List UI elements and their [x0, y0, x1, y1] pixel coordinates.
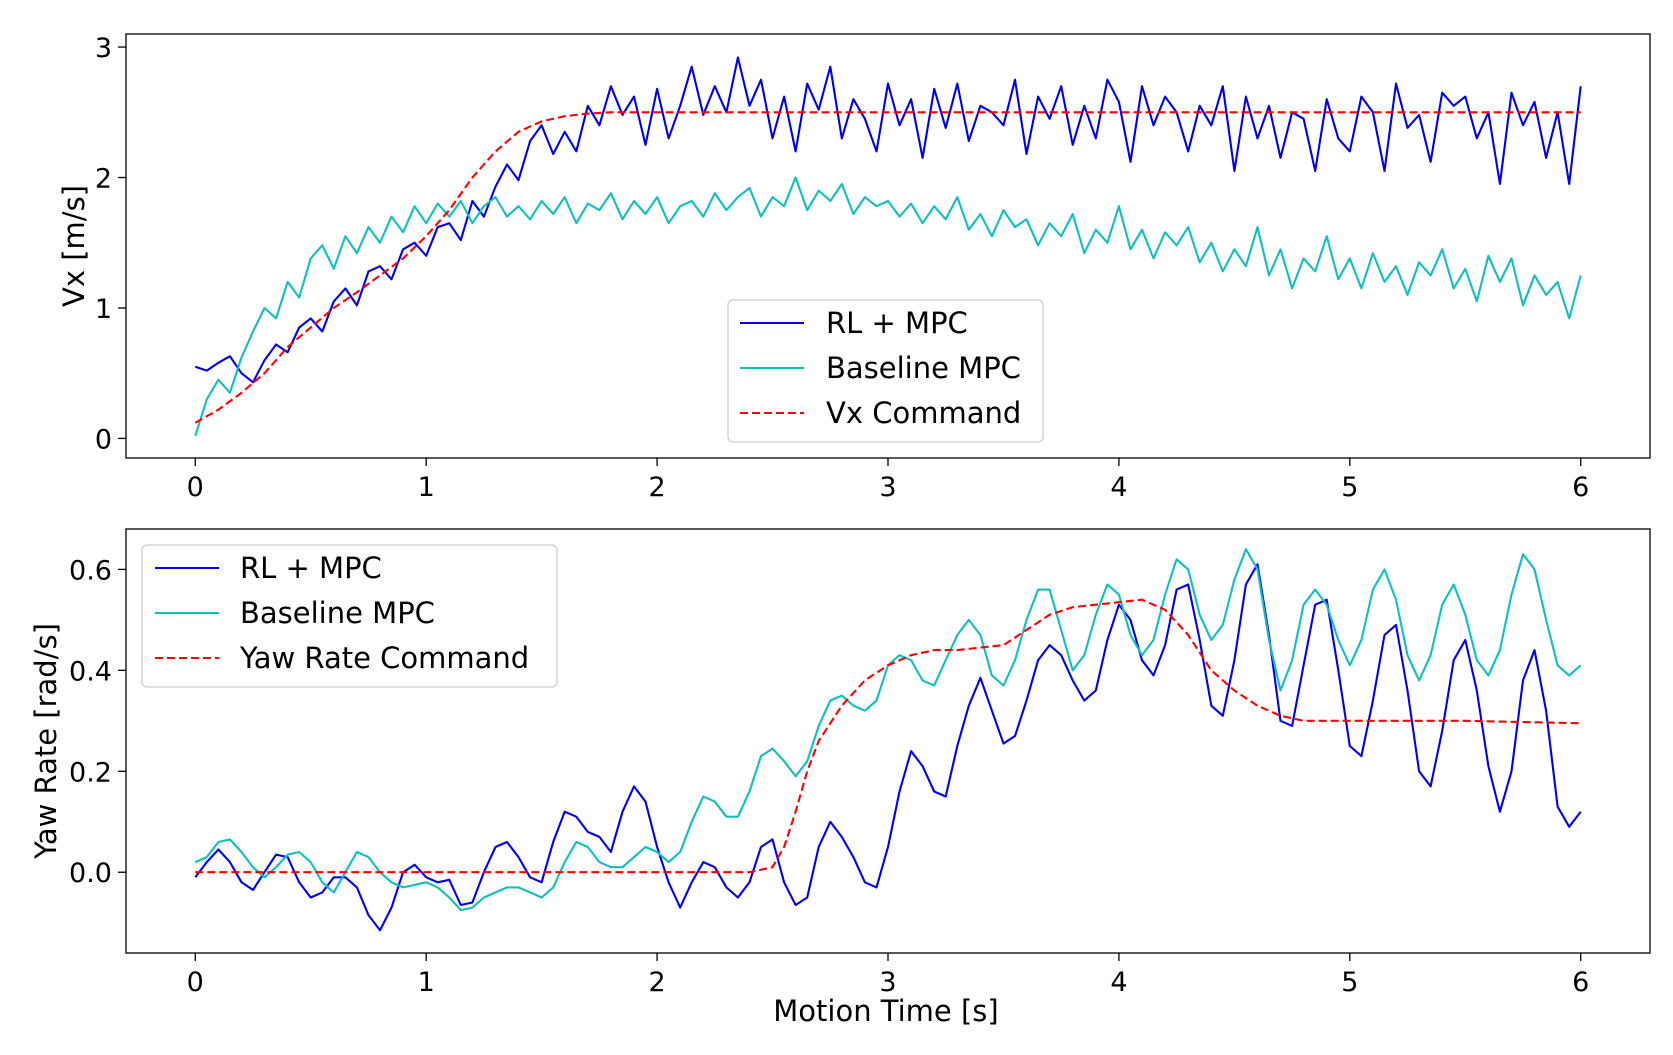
vx-x-tick-label: 2 — [648, 472, 665, 503]
vx-legend-box — [727, 299, 1044, 443]
yaw-legend: RL + MPC Baseline MPC Yaw Rate Command — [141, 544, 558, 688]
vx-y-tick-label: 1 — [95, 294, 112, 325]
yaw-y-tick-label: 0.2 — [69, 757, 112, 788]
vx-legend-label-rl-mpc: RL + MPC — [826, 306, 968, 340]
vx-x-tick-label: 5 — [1341, 472, 1358, 503]
yaw-series-group — [194, 548, 1582, 932]
vx-line-rl-mpc — [194, 56, 1582, 384]
vx-x-tick-label: 0 — [187, 472, 204, 503]
vx-series-group — [194, 56, 1582, 437]
yaw-x-tick-label: 3 — [879, 967, 896, 998]
yaw-legend-label-yaw-rate-command: Yaw Rate Command — [239, 641, 529, 675]
yaw-line-yaw-rate-command — [195, 598, 1581, 874]
yaw-x-axis: 0 1 2 3 4 5 6 — [187, 953, 1589, 998]
yaw-legend-label-rl-mpc: RL + MPC — [240, 551, 382, 585]
vx-y-tick-label: 0 — [95, 424, 112, 455]
yaw-legend-label-baseline-mpc: Baseline MPC — [240, 596, 435, 630]
vx-y-tick-label: 2 — [95, 164, 112, 195]
yaw-y-axis: 0.0 0.2 0.4 0.6 — [69, 555, 126, 889]
vx-y-axis: 0 1 2 3 — [95, 33, 126, 455]
yaw-panel: 0 1 2 3 4 5 6 0.0 0.2 0.4 0.6 Yaw Rate [rad/s] Mo… — [29, 528, 1651, 1028]
vx-panel: 0 1 2 3 4 5 6 0 1 2 3 Vx [m/s] RL + MPC Baseline … — [57, 33, 1651, 503]
yaw-y-tick-label: 0.0 — [69, 858, 112, 889]
vx-y-tick-label: 3 — [95, 33, 112, 64]
vx-legend: RL + MPC Baseline MPC Vx Command — [727, 299, 1044, 443]
yaw-x-tick-label: 2 — [648, 967, 665, 998]
yaw-x-tick-label: 1 — [418, 967, 435, 998]
yaw-line-rl-mpc — [194, 563, 1582, 932]
yaw-y-axis-label: Yaw Rate [rad/s] — [29, 623, 63, 860]
vx-legend-label-vx-command: Vx Command — [826, 396, 1021, 430]
yaw-x-tick-label: 6 — [1572, 967, 1589, 998]
vx-line-vx-command — [194, 111, 1581, 424]
vx-legend-label-baseline-mpc: Baseline MPC — [826, 351, 1021, 385]
vx-x-tick-label: 3 — [879, 472, 896, 503]
yaw-x-tick-label: 0 — [187, 967, 204, 998]
yaw-x-tick-label: 4 — [1110, 967, 1127, 998]
vx-line-baseline-mpc — [194, 176, 1582, 437]
vx-x-axis: 0 1 2 3 4 5 6 — [187, 458, 1589, 503]
x-axis-label: Motion Time [s] — [773, 994, 998, 1028]
yaw-y-tick-label: 0.4 — [69, 656, 112, 687]
vx-x-tick-label: 4 — [1110, 472, 1127, 503]
yaw-y-tick-label: 0.6 — [69, 555, 112, 586]
vx-y-axis-label: Vx [m/s] — [57, 185, 91, 307]
vx-x-tick-label: 6 — [1572, 472, 1589, 503]
yaw-x-tick-label: 5 — [1341, 967, 1358, 998]
vx-x-tick-label: 1 — [418, 472, 435, 503]
yaw-legend-box — [141, 544, 558, 688]
